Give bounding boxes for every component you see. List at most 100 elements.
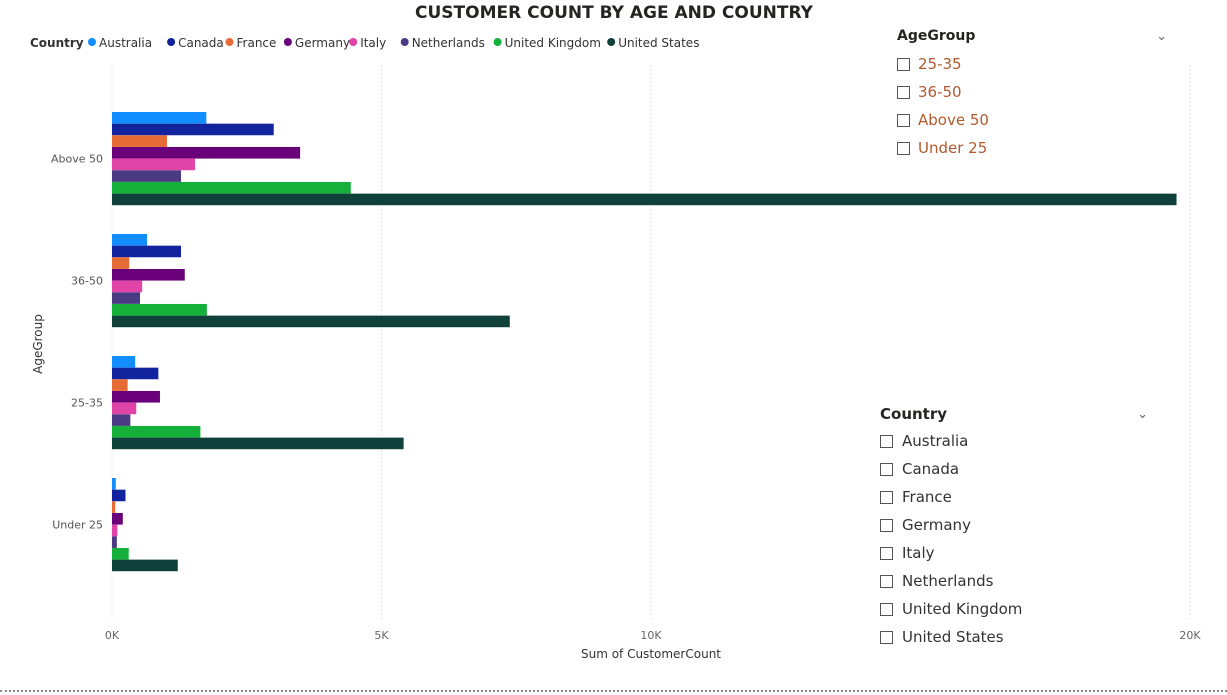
x-tick-label: 5K — [374, 629, 389, 642]
checkbox-icon[interactable] — [897, 57, 910, 71]
legend-swatch — [400, 38, 409, 46]
page-divider — [0, 690, 1227, 692]
bar — [112, 280, 143, 293]
bar — [112, 390, 160, 403]
country-option-label: United States — [902, 628, 1004, 646]
country-option-label: France — [902, 488, 952, 506]
bar — [112, 112, 207, 124]
y-category-label: 36-50 — [71, 275, 103, 288]
bar — [112, 478, 116, 490]
y-axis-label: AgeGroup — [31, 314, 45, 374]
legend-item: Germany — [295, 36, 350, 50]
checkbox-icon[interactable] — [897, 113, 910, 127]
legend-item: France — [237, 36, 277, 50]
checkbox-icon[interactable] — [880, 574, 893, 588]
country-option[interactable]: France — [880, 483, 1150, 511]
country-option[interactable]: Italy — [880, 539, 1150, 567]
bar — [112, 170, 181, 182]
bar — [112, 501, 116, 513]
bar — [112, 292, 141, 304]
y-category-label: Above 50 — [51, 153, 103, 166]
y-category-label: 25-35 — [71, 397, 103, 410]
bar — [112, 536, 117, 548]
legend-swatch — [283, 38, 292, 46]
bar — [112, 181, 351, 194]
agegroup-option-label: 36-50 — [918, 83, 962, 101]
bar — [112, 193, 1177, 206]
checkbox-icon[interactable] — [880, 462, 893, 476]
agegroup-option[interactable]: Under 25 — [897, 134, 1167, 162]
legend-item: Italy — [360, 36, 386, 50]
agegroup-slicer-header[interactable]: AgeGroup ⌄ — [897, 28, 1167, 44]
agegroup-option[interactable]: 36-50 — [897, 78, 1167, 106]
legend-swatch — [88, 38, 96, 46]
country-option-label: Canada — [902, 460, 960, 478]
bar — [112, 356, 136, 368]
checkbox-icon[interactable] — [880, 434, 893, 448]
country-option-label: United Kingdom — [902, 600, 1023, 618]
bar — [112, 379, 128, 391]
country-option-label: Australia — [902, 432, 969, 450]
agegroup-option-label: 25-35 — [918, 55, 962, 73]
agegroup-option[interactable]: Above 50 — [897, 106, 1167, 134]
legend-item: United Kingdom — [505, 36, 601, 50]
bar — [112, 547, 129, 560]
checkbox-icon[interactable] — [880, 490, 893, 504]
country-option[interactable]: Netherlands — [880, 567, 1150, 595]
checkbox-icon[interactable] — [880, 546, 893, 560]
bar — [112, 524, 118, 537]
agegroup-slicer: AgeGroup ⌄ 25-35 36-50 Above 50 Under 25 — [897, 28, 1167, 162]
bar — [112, 367, 159, 380]
bar — [112, 402, 137, 415]
chart-title: CUSTOMER COUNT BY AGE AND COUNTRY — [415, 3, 814, 23]
bar — [112, 437, 404, 450]
x-tick-label: 10K — [640, 629, 662, 642]
bar — [112, 135, 167, 147]
checkbox-icon[interactable] — [897, 85, 910, 99]
x-axis-label: Sum of CustomerCount — [581, 647, 721, 661]
x-tick-label: 20K — [1179, 629, 1201, 642]
legend-swatch — [607, 38, 616, 46]
country-option-label: Italy — [902, 544, 935, 562]
bar — [112, 123, 274, 136]
legend-item: Netherlands — [412, 36, 485, 50]
checkbox-icon[interactable] — [880, 518, 893, 532]
legend-swatch — [349, 38, 358, 46]
checkbox-icon[interactable] — [897, 141, 910, 155]
country-option[interactable]: Germany — [880, 511, 1150, 539]
bar — [112, 559, 178, 572]
bar — [112, 245, 181, 258]
legend-swatch — [225, 38, 234, 46]
agegroup-option[interactable]: 25-35 — [897, 50, 1167, 78]
country-slicer-header[interactable]: Country ⌄ — [880, 405, 1150, 423]
legend-swatch — [493, 38, 502, 46]
checkbox-icon[interactable] — [880, 602, 893, 616]
legend-item: United States — [618, 36, 699, 50]
legend-item: Canada — [178, 36, 224, 50]
legend-title: Country — [30, 36, 84, 50]
agegroup-slicer-title: AgeGroup — [897, 28, 976, 44]
x-tick-label: 0K — [105, 629, 120, 642]
country-option[interactable]: Canada — [880, 455, 1150, 483]
bar — [112, 425, 201, 438]
country-option-label: Germany — [902, 516, 971, 534]
bar — [112, 315, 510, 328]
legend-item: Australia — [99, 36, 152, 50]
chevron-down-icon[interactable]: ⌄ — [1137, 406, 1148, 422]
country-option[interactable]: United States — [880, 623, 1150, 651]
agegroup-option-label: Under 25 — [918, 139, 988, 157]
bar — [112, 303, 207, 316]
bar — [112, 257, 130, 269]
country-slicer-title: Country — [880, 405, 948, 423]
country-option[interactable]: United Kingdom — [880, 595, 1150, 623]
chevron-down-icon[interactable]: ⌄ — [1156, 28, 1167, 44]
country-option[interactable]: Australia — [880, 427, 1150, 455]
country-slicer: Country ⌄ Australia Canada France Germany It… — [880, 405, 1150, 651]
y-category-label: Under 25 — [52, 519, 103, 532]
bar — [112, 158, 196, 171]
bar — [112, 489, 126, 502]
country-option-label: Netherlands — [902, 572, 994, 590]
checkbox-icon[interactable] — [880, 630, 893, 644]
bar — [112, 268, 185, 281]
